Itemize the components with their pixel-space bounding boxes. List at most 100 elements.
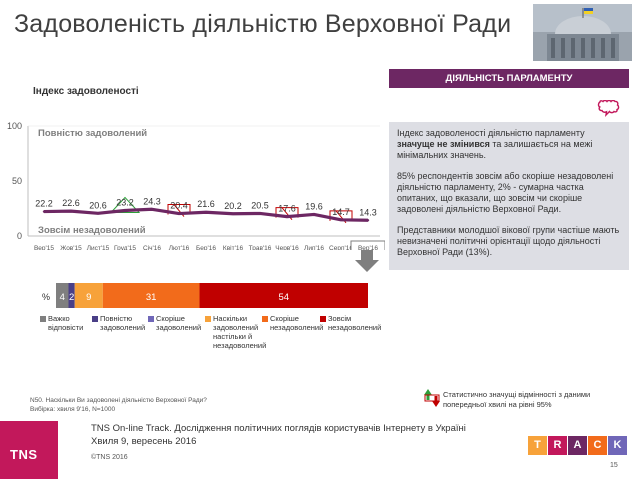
section-badge: ДІЯЛЬНІСТЬ ПАРЛАМЕНТУ bbox=[389, 69, 629, 88]
data-point bbox=[96, 212, 100, 215]
legend-swatch bbox=[205, 316, 211, 322]
legend-item: Скоріше задоволений bbox=[148, 314, 201, 332]
stack-segment bbox=[74, 283, 103, 308]
legend-swatch bbox=[92, 316, 98, 322]
insight-paragraph-2: 85% респондентів зовсім або скоріше неза… bbox=[397, 171, 614, 214]
stack-label: 31 bbox=[146, 292, 157, 303]
footer-wave: Хвиля 9, вересень 2016 bbox=[91, 436, 197, 447]
legend-swatch bbox=[148, 316, 154, 322]
data-point bbox=[231, 212, 235, 215]
data-point bbox=[123, 209, 127, 212]
x-tick-label: Бер'16 bbox=[196, 245, 216, 250]
legend-item: Важко відповісти bbox=[40, 314, 83, 332]
stack-segment bbox=[56, 283, 69, 308]
x-tick-label: Трав'16 bbox=[249, 245, 272, 250]
index-label: Індекс задоволеності bbox=[33, 86, 139, 97]
data-label: 22.2 bbox=[35, 199, 53, 209]
bottom-scale-label: Зовсім незадоволений bbox=[38, 225, 146, 236]
page-number: 15 bbox=[610, 462, 618, 469]
footer-copyright: ©TNS 2016 bbox=[91, 454, 128, 461]
y-tick-label: 50 bbox=[12, 176, 22, 186]
data-label: 23.2 bbox=[116, 197, 134, 207]
data-label: 22.6 bbox=[62, 198, 80, 208]
x-tick-label: Черв'16 bbox=[275, 245, 299, 250]
down-arrow-icon bbox=[355, 250, 379, 272]
legend-text: відповісти bbox=[48, 323, 84, 332]
insight-paragraph-3: Представники молодшої вікової групи част… bbox=[397, 225, 620, 257]
data-point bbox=[69, 209, 73, 213]
legend-text: задоволений bbox=[213, 323, 259, 332]
data-point bbox=[312, 213, 316, 216]
legend-text: Повністю bbox=[100, 314, 133, 323]
increase-marker bbox=[109, 196, 141, 213]
stack-label: 4 bbox=[60, 292, 65, 303]
x-tick-label: Груд'15 bbox=[114, 245, 136, 250]
decrease-marker bbox=[329, 210, 353, 221]
legend-item: Скоріше незадоволений bbox=[262, 314, 323, 332]
data-point bbox=[42, 210, 46, 213]
data-label: 24.3 bbox=[143, 196, 161, 206]
legend-text: незадоволений bbox=[213, 341, 267, 350]
unit-label: % bbox=[42, 292, 50, 302]
x-tick-label: Лип'16 bbox=[304, 245, 324, 250]
data-point bbox=[366, 219, 370, 222]
legend-item: Наскільки задоволений настільки й незадовол… bbox=[205, 314, 266, 350]
x-tick-label: Лист'15 bbox=[87, 245, 110, 250]
x-tick-label: Серп'16 bbox=[329, 245, 353, 250]
stack-label: 54 bbox=[278, 292, 289, 303]
stack-segment bbox=[199, 283, 368, 308]
x-tick-label: Жов'15 bbox=[60, 245, 82, 250]
footnote: N50. Наскільки Ви задоволені діяльністю … bbox=[30, 396, 207, 414]
legend-swatch bbox=[40, 316, 46, 322]
track-letter: T bbox=[528, 436, 547, 455]
insight-paragraph-1: Індекс задоволеності діяльністю парламен… bbox=[397, 128, 593, 160]
legend-swatch bbox=[320, 316, 326, 322]
x-tick-label: Квіт'16 bbox=[223, 244, 244, 250]
data-label: 17.6 bbox=[278, 204, 296, 214]
tns-logo: TNS bbox=[0, 421, 58, 479]
data-label: 19.6 bbox=[305, 201, 323, 211]
legend-text: настільки й bbox=[213, 332, 253, 341]
data-point bbox=[258, 212, 262, 215]
data-label: 14.3 bbox=[359, 207, 377, 217]
track-letter: R bbox=[548, 436, 567, 455]
y-tick-label: 0 bbox=[17, 231, 22, 241]
footnote-sample: Вибірка: хвиля 9'16, N=1000 bbox=[30, 406, 116, 413]
significance-note: Статистично значущі відмінності з даними… bbox=[443, 390, 591, 409]
legend-text: Наскільки bbox=[213, 314, 248, 323]
x-tick-label: Вер'16 bbox=[358, 245, 378, 250]
top-scale-label: Повністю задоволений bbox=[38, 128, 147, 139]
data-label: 20.2 bbox=[224, 201, 242, 211]
parliament-photo bbox=[533, 4, 632, 61]
track-letter: A bbox=[568, 436, 587, 455]
track-letter: K bbox=[608, 436, 627, 455]
footer-study-title: TNS On-line Track. Дослідження політични… bbox=[91, 423, 466, 434]
stacked-distribution-chart: % 4 2 9 31 54 bbox=[42, 283, 368, 308]
data-point bbox=[204, 211, 208, 214]
legend-text: Важко bbox=[48, 314, 70, 323]
x-tick-label: Січ'16 bbox=[143, 244, 161, 250]
legend-item: Зовсім незадоволений bbox=[320, 314, 381, 332]
legend-text: Скоріше bbox=[270, 314, 299, 323]
legend-swatch bbox=[262, 316, 268, 322]
y-tick-label: 100 bbox=[7, 121, 22, 131]
satisfaction-index-chart: 0 50 100 Повністю задоволений Зовсім незадов… bbox=[7, 121, 385, 250]
stack-segment bbox=[102, 283, 200, 308]
insight-box: Індекс задоволеності діяльністю парламен… bbox=[389, 122, 629, 270]
data-label: 14.7 bbox=[332, 207, 350, 217]
footnote-question: N50. Наскільки Ви задоволені діяльністю … bbox=[30, 397, 207, 404]
x-tick-label: Лют'16 bbox=[169, 245, 190, 250]
data-label: 20.4 bbox=[170, 201, 188, 211]
decrease-marker bbox=[167, 204, 191, 215]
stack-segment bbox=[68, 283, 75, 308]
data-point bbox=[339, 218, 343, 222]
data-label: 20.6 bbox=[89, 200, 107, 210]
legend-text: незадоволений bbox=[270, 323, 324, 332]
page-title: Задоволеність діяльністю Верховної Ради bbox=[14, 10, 512, 38]
stack-label: 2 bbox=[69, 292, 74, 303]
data-point bbox=[150, 208, 154, 211]
stacked-legend: Важко відповісти Повністю задоволений Скоріш… bbox=[40, 314, 385, 354]
stack-label: 9 bbox=[86, 292, 91, 303]
legend-text: Скоріше bbox=[156, 314, 185, 323]
x-tick-label: Вер'15 bbox=[34, 245, 54, 250]
